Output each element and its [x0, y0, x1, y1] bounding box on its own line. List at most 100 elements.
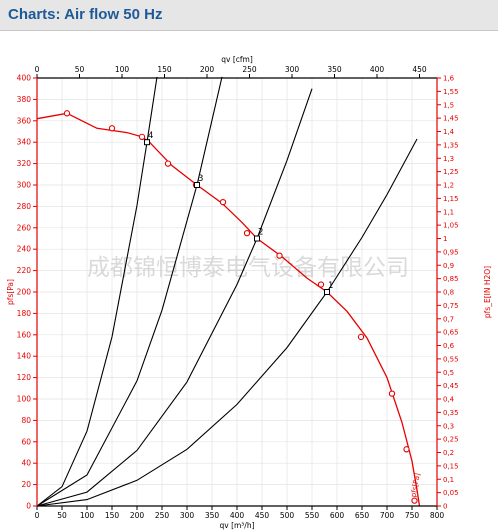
x-tick-label: 250	[155, 511, 170, 520]
y-right-tick-label: 0,95	[443, 248, 459, 256]
y-left-tick-label: 180	[17, 309, 32, 318]
fan-curve-marker	[388, 390, 396, 397]
chart-header: Charts: Air flow 50 Hz	[0, 0, 498, 31]
y-right-tick-label: 0	[443, 503, 447, 511]
x-tick-label: 700	[380, 511, 395, 520]
y-left-tick-label: 120	[17, 373, 32, 382]
y-right-tick-label: 1,35	[443, 141, 459, 149]
y-left-tick-label: 300	[17, 181, 32, 190]
fan-curve-marker	[243, 229, 251, 237]
fan-curve-marker	[403, 446, 410, 453]
y-left-tick-label: 60	[21, 437, 31, 446]
x-top-axis-label: qv [cfm]	[221, 55, 253, 64]
x-tick-label: 100	[80, 511, 95, 520]
y-left-tick-label: 100	[17, 395, 32, 404]
y-left-tick-label: 0	[26, 502, 31, 511]
series-line-3	[36, 76, 223, 507]
x-top-tick-label: 450	[412, 65, 427, 74]
y-right-tick-label: 0,35	[443, 409, 459, 417]
y-right-tick-label: 1,2	[443, 182, 454, 190]
y-right-tick-label: 0,9	[443, 262, 454, 270]
y-right-tick-label: 0,75	[443, 302, 459, 310]
fan-curve-marker	[108, 125, 116, 132]
x-top-tick-label: 400	[370, 65, 385, 74]
y-left-tick-label: 200	[17, 288, 32, 297]
page-title: Charts: Air flow 50 Hz	[8, 6, 163, 23]
y-right-tick-label: 1,5	[443, 101, 454, 109]
y-left-tick-label: 40	[21, 459, 31, 468]
fan-curve-marker	[138, 133, 146, 140]
fan-curve-marker	[219, 198, 227, 206]
y-right-tick-label: 1	[443, 235, 447, 243]
chart-labels: 0 50 100 150 200 250 300 350 400 450 500 550 600 650 7…	[6, 55, 492, 530]
x-tick-label: 450	[255, 511, 270, 520]
chart-curves	[36, 76, 421, 507]
fan-curve-marker	[357, 333, 365, 341]
y-right-tick-label: 0,65	[443, 329, 459, 337]
y-right-tick-label: 0,55	[443, 355, 459, 363]
y-left-tick-label: 240	[17, 245, 32, 254]
x-tick-label: 550	[305, 511, 320, 520]
x-top-tick-label: 50	[75, 65, 85, 74]
y-right-tick-label: 0,7	[443, 315, 454, 323]
operating-point-3	[194, 182, 200, 188]
y-right-tick-label: 1,15	[443, 195, 459, 203]
x-top-tick-label: 250	[242, 65, 257, 74]
operating-point-1	[324, 289, 330, 295]
y-right-tick-label: 1,25	[443, 168, 459, 176]
x-tick-label: 50	[57, 511, 67, 520]
fan-curve-marker	[411, 497, 418, 504]
x-tick-label: 150	[105, 511, 120, 520]
y-right-tick-label: 0,2	[443, 449, 454, 457]
x-top-tick-label: 350	[327, 65, 342, 74]
x-top-tick-label: 0	[35, 65, 40, 74]
operating-point-4	[144, 139, 150, 146]
y-right-tick-label: 1,4	[443, 128, 455, 136]
series-line-1	[36, 138, 418, 507]
y-right-tick-label: 0,6	[443, 342, 455, 350]
y-right-tick-label: 0,8	[443, 289, 454, 297]
fan-curve-marker	[164, 160, 172, 167]
x-tick-label: 300	[180, 511, 195, 520]
x-tick-label: 650	[355, 511, 370, 520]
y-right-tick-label: 0,4	[443, 396, 455, 404]
y-left-tick-label: 160	[17, 330, 32, 339]
y-right-tick-label: 1,1	[443, 208, 454, 216]
x-tick-label: 400	[230, 511, 245, 520]
y-right-tick-label: 0,25	[443, 436, 459, 444]
chart-grid	[36, 77, 438, 507]
fan-curve-marker	[317, 281, 325, 288]
operating-point-2	[254, 235, 260, 242]
x-tick-label: 350	[205, 511, 220, 520]
x-tick-label: 600	[330, 511, 345, 520]
x-top-tick-label: 100	[115, 65, 130, 74]
y-left-tick-label: 260	[17, 223, 32, 232]
y-left-tick-label: 380	[17, 95, 32, 104]
operating-point-label-1: 1	[328, 281, 333, 291]
x-bottom-axis-label: qv [m³/h]	[219, 521, 254, 530]
y-right-tick-label: 1,55	[443, 88, 459, 96]
y-right-tick-label: 1,6	[443, 75, 455, 83]
x-tick-label: 0	[35, 511, 40, 520]
operating-point-label-2: 2	[258, 228, 263, 238]
y-left-axis-label: pfs[Pa]	[6, 279, 15, 305]
y-right-tick-label: 0,45	[443, 382, 459, 390]
curve-annotation: pfs[Pa]	[410, 472, 422, 497]
y-right-axis-label: pfs_E[IN H2O]	[483, 266, 492, 318]
y-right-tick-label: 1,05	[443, 222, 459, 230]
y-left-tick-label: 20	[21, 480, 31, 489]
x-tick-label: 750	[405, 511, 420, 520]
x-top-tick-label: 300	[285, 65, 300, 74]
x-top-tick-label: 150	[157, 65, 172, 74]
y-right-tick-label: 0,5	[443, 369, 454, 377]
airflow-chart: 成都锦恒博泰电气设备有限公司 0 50 100 150 200 250 300 350 400 4…	[6, 55, 492, 530]
y-left-tick-label: 280	[17, 202, 32, 211]
y-right-tick-label: 1,3	[443, 155, 454, 163]
operating-point-label-4: 4	[148, 131, 153, 141]
y-right-tick-label: 1,45	[443, 115, 459, 123]
y-right-tick-label: 0,3	[443, 422, 454, 430]
y-left-tick-label: 340	[17, 138, 32, 147]
y-left-tick-label: 220	[17, 266, 32, 275]
chart-axes	[33, 74, 441, 510]
x-tick-label: 500	[280, 511, 295, 520]
